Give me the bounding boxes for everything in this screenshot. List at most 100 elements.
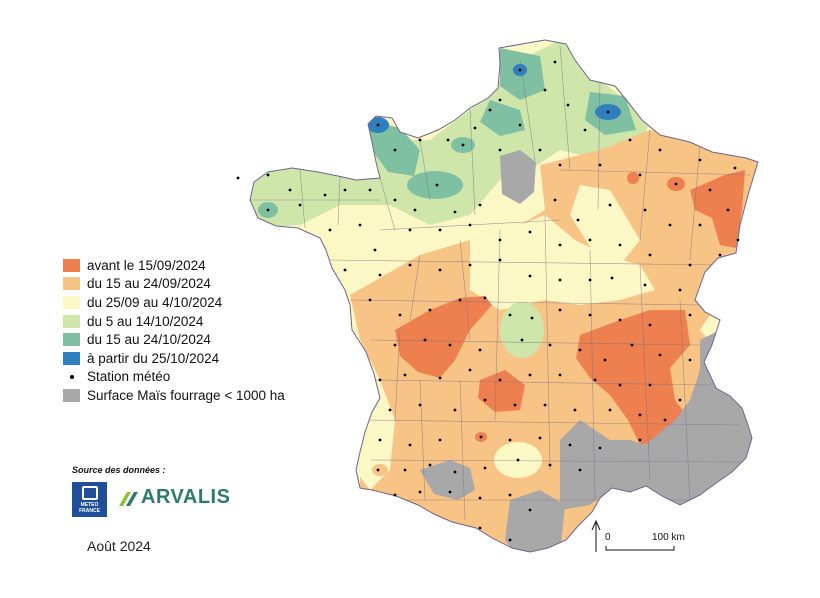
station-dot <box>478 348 482 352</box>
station-dot <box>438 228 442 232</box>
station-dot <box>610 276 614 280</box>
station-dot <box>618 318 622 322</box>
arvalis-logo: ARVALIS <box>117 486 230 509</box>
station-dot <box>368 298 372 302</box>
station-dot <box>578 348 582 352</box>
legend-item-2: du 25/09 au 4/10/2024 <box>63 293 285 312</box>
station-dot <box>468 223 472 227</box>
station-dot <box>358 223 362 227</box>
station-dot <box>583 128 587 132</box>
station-dot <box>343 268 347 272</box>
station-dot <box>328 228 332 232</box>
scale-end: 100 km <box>652 532 685 543</box>
station-dot <box>288 188 292 192</box>
meteo-logo-text-2: FRANCE <box>79 507 100 514</box>
station-dot <box>393 198 397 202</box>
legend-swatch-gray <box>63 388 80 402</box>
station-dot <box>368 188 372 192</box>
station-dot <box>603 358 607 362</box>
station-dot <box>643 208 647 212</box>
zone-orange-dark-sw <box>478 370 525 412</box>
station-dot <box>588 238 592 242</box>
station-dot <box>648 383 652 387</box>
station-dot <box>446 138 450 142</box>
station-dot <box>378 273 382 277</box>
legend-item-5: à partir du 25/10/2024 <box>63 349 285 368</box>
legend-item-3: du 5 au 14/10/2024 <box>63 312 285 331</box>
station-dot <box>498 98 502 102</box>
station-dot <box>643 283 647 287</box>
station-dot <box>578 468 582 472</box>
station-dot <box>378 438 382 442</box>
legend-item-1: du 15 au 24/09/2024 <box>63 275 285 294</box>
station-dot <box>508 493 512 497</box>
station-dot <box>678 288 682 292</box>
station-dot <box>528 508 532 512</box>
station-dot <box>718 253 722 257</box>
station-dot <box>658 148 662 152</box>
station-dot <box>530 316 534 320</box>
meteo-glyph-icon <box>81 485 98 500</box>
station-dot <box>558 373 562 377</box>
department-borders <box>250 45 751 521</box>
station-dot <box>473 126 477 130</box>
station-dot <box>438 438 442 442</box>
station-dot <box>418 490 422 494</box>
station-dot <box>568 443 572 447</box>
station-dot <box>403 468 407 472</box>
station-dot <box>428 308 432 312</box>
zone-orange-dark-alsace <box>690 170 745 248</box>
station-dot <box>543 88 547 92</box>
station-dot <box>558 308 562 312</box>
station-dot <box>453 408 457 412</box>
station-dot <box>498 148 502 152</box>
station-dot-outlier <box>236 176 240 180</box>
station-dot <box>508 538 512 542</box>
station-dot <box>638 413 642 417</box>
station-dot <box>378 378 382 382</box>
north-arrow-icon <box>591 519 601 552</box>
legend-item-0: avant le 15/09/2024 <box>63 256 285 275</box>
station-dot <box>608 408 612 412</box>
station-dot <box>548 343 552 347</box>
station-dot <box>458 298 462 302</box>
station-dot <box>428 463 432 467</box>
station-dot <box>343 188 347 192</box>
station-dot <box>606 110 610 114</box>
station-dot <box>528 373 532 377</box>
station-dot <box>418 403 422 407</box>
station-dot <box>588 313 592 317</box>
zone-orange-light-dot <box>372 464 388 476</box>
station-dot <box>638 438 642 442</box>
legend-label: du 15 au 24/09/2024 <box>87 276 211 292</box>
station-layer <box>266 60 740 542</box>
station-dot-icon <box>63 370 80 383</box>
legend-item-gray: Surface Maïs fourrage < 1000 ha <box>63 386 285 405</box>
station-dot <box>658 353 662 357</box>
station-dot <box>628 138 632 142</box>
station-dot <box>733 166 737 170</box>
zone-teal-normandie <box>407 171 463 199</box>
legend-swatch-5 <box>63 351 80 365</box>
station-dot <box>593 378 597 382</box>
station-dot <box>418 138 422 142</box>
station-dot <box>726 208 730 212</box>
station-dot <box>573 408 577 412</box>
station-dot <box>698 223 702 227</box>
station-dot <box>618 383 622 387</box>
station-dot <box>498 258 502 262</box>
station-dot <box>468 263 472 267</box>
station-dot <box>674 182 678 186</box>
zone-gray-paris <box>500 150 536 204</box>
legend-label: du 25/09 au 4/10/2024 <box>87 294 223 310</box>
station-dot <box>408 443 412 447</box>
station-dot <box>376 468 380 472</box>
station-dot <box>393 343 397 347</box>
station-dot <box>543 403 547 407</box>
station-dot <box>461 143 465 147</box>
station-dot <box>516 458 520 462</box>
legend-label: du 5 au 14/10/2024 <box>87 313 204 329</box>
station-dot <box>376 123 380 127</box>
station-dot <box>648 253 652 257</box>
